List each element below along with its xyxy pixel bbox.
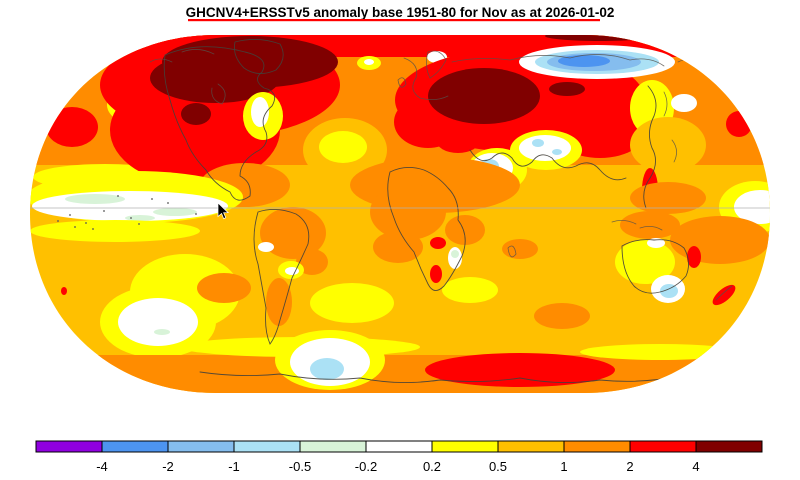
anomaly-blob — [319, 131, 367, 163]
coast-greenland — [233, 39, 284, 74]
anomaly-blob — [734, 190, 770, 224]
colorbar-tick-label: 0.2 — [423, 459, 441, 474]
colorbar-tick-label: 1 — [560, 459, 567, 474]
coast-east-asia — [643, 85, 657, 209]
anomaly-blob — [296, 249, 328, 275]
anomaly-blob — [670, 216, 770, 264]
coast-europe — [397, 57, 449, 100]
anomaly-blob — [620, 211, 680, 239]
chart-title: GHCNV4+ERSSTv5 anomaly base 1951-80 for … — [186, 5, 615, 20]
anomaly-blob — [310, 358, 344, 380]
anomaly-blob — [445, 215, 485, 245]
coast-madagascar — [507, 245, 517, 258]
anomaly-blob-australia — [615, 240, 675, 284]
coast-new-zealand — [715, 285, 733, 301]
anomaly-blob — [558, 55, 610, 67]
coast-arctic-canada — [149, 49, 226, 105]
colorbar-cell — [497, 440, 565, 453]
anomaly-blob — [65, 194, 125, 204]
anomaly-blob — [30, 220, 200, 242]
anomaly-blob — [150, 53, 280, 103]
coast-indonesia — [611, 220, 663, 231]
colorbar-cell — [299, 440, 367, 453]
colorbar-tick-label: -2 — [162, 459, 174, 474]
anomaly-blob — [197, 273, 251, 303]
colorbar-tick-label: 0.5 — [489, 459, 507, 474]
anomaly-blob — [61, 287, 67, 295]
anomaly-blob — [46, 107, 98, 147]
anomaly-blob — [153, 208, 197, 216]
anomaly-blob — [266, 278, 292, 326]
anomaly-blob — [442, 277, 498, 303]
anomaly-blob — [260, 207, 326, 259]
anomaly-blob — [580, 344, 740, 360]
colorbar-tick-label: 2 — [626, 459, 633, 474]
anomaly-blob — [502, 239, 538, 259]
anomaly-blob — [630, 117, 706, 173]
anomaly-blob-new-zealand — [712, 284, 736, 306]
colorbar-tick-label: -0.2 — [355, 459, 377, 474]
anomaly-blob — [545, 35, 655, 41]
colorbar-border — [35, 440, 763, 453]
colorbar-tick-labels: -4 -2 -1 -0.5 -0.2 0.2 0.5 1 2 4 — [96, 459, 699, 474]
anomaly-blob — [251, 97, 269, 127]
anomaly-blob-queensland — [687, 246, 701, 268]
anomaly-blob — [552, 149, 562, 155]
colorbar-cells — [35, 440, 763, 453]
coast-australia — [621, 239, 689, 294]
anomaly-blob — [630, 182, 706, 214]
anomaly-blob — [285, 267, 299, 275]
anomaly-blob — [549, 82, 585, 96]
coast-scandinavia — [426, 50, 447, 79]
anomaly-blob — [258, 242, 274, 252]
anomaly-blob — [534, 303, 590, 329]
colorbar-tick-label: -0.5 — [289, 459, 311, 474]
anomaly-blob — [373, 231, 423, 263]
colorbar-cell — [101, 440, 169, 453]
coast-north-america — [163, 46, 276, 201]
anomaly-blob — [364, 59, 374, 65]
map-canvas — [30, 35, 770, 393]
colorbar-tick-label: -4 — [96, 459, 108, 474]
anomaly-blob — [532, 139, 544, 147]
colorbar-cell — [563, 440, 631, 453]
anomaly-blob — [647, 238, 665, 248]
anomaly-blob — [430, 237, 446, 249]
colorbar-cell — [695, 440, 763, 453]
anomaly-blob — [310, 283, 394, 323]
anomaly-blob — [671, 94, 697, 112]
mouse-cursor — [217, 202, 230, 220]
anomaly-blob — [660, 284, 678, 298]
map-top-edge-line — [188, 19, 600, 22]
coast-africa — [387, 167, 466, 291]
anomaly-blob — [370, 184, 446, 240]
colorbar-cell — [233, 440, 301, 453]
colorbar-tick-label: -1 — [228, 459, 240, 474]
station-speckles — [57, 195, 197, 230]
coast-south-america — [253, 209, 310, 345]
anomaly-blob — [110, 75, 280, 185]
coast-japan-kamchatka — [663, 91, 677, 163]
anomaly-blob — [726, 111, 752, 137]
colorbar-cell — [365, 440, 433, 453]
colorbar-cell — [431, 440, 499, 453]
colorbar-tick-label: 4 — [692, 459, 699, 474]
colorbar-cell — [35, 440, 103, 453]
anomaly-blob — [181, 103, 211, 125]
anomaly-blob — [154, 329, 170, 335]
anomaly-blob — [30, 355, 770, 393]
anomaly-blob — [519, 135, 571, 161]
colorbar: -4 -2 -1 -0.5 -0.2 0.2 0.5 1 2 4 — [35, 440, 763, 474]
coast-south-asia — [469, 149, 627, 181]
anomaly-blob-siberia-maroon — [428, 68, 540, 124]
anomaly-blob — [451, 250, 459, 258]
anomaly-blob — [118, 298, 198, 346]
anomaly-blob — [125, 215, 155, 221]
anomaly-blob-antarctic-red — [425, 353, 615, 387]
colorbar-cell — [167, 440, 235, 453]
colorbar-cell — [629, 440, 697, 453]
anomaly-blob — [430, 265, 442, 283]
